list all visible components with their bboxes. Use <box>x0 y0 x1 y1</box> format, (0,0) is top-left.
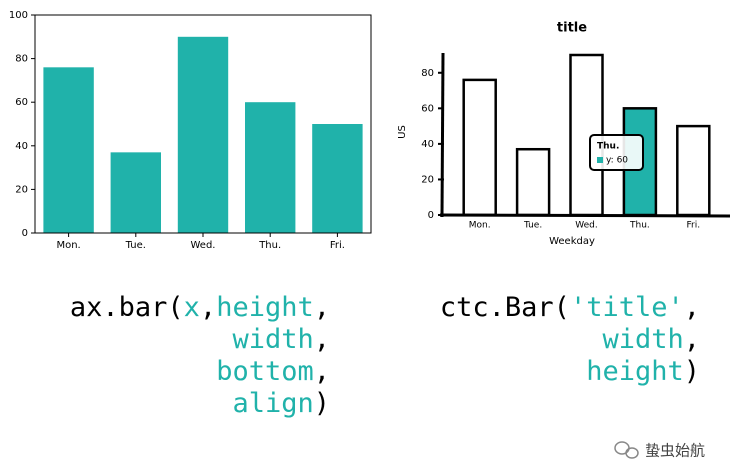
tooltip: Thu. y: 60 <box>589 134 644 171</box>
y-tick-label: 40 <box>421 139 434 150</box>
code-token: , <box>313 356 330 387</box>
code-token: ) <box>683 356 700 387</box>
x-axis <box>439 213 731 218</box>
code-token: , <box>199 292 217 323</box>
plot-frame <box>34 14 372 234</box>
code-right: ctc.Bar('title', width, height) <box>440 292 700 388</box>
x-tick-label: Fri. <box>330 240 345 251</box>
code-token: , <box>683 292 700 323</box>
code-token: width <box>602 324 684 355</box>
x-tick-label: Thu. <box>258 240 281 251</box>
y-tick-label: 0 <box>428 210 434 221</box>
code-line: align) <box>70 388 330 420</box>
bar <box>177 36 229 233</box>
y-tick-label: 0 <box>22 228 28 239</box>
code-left: ax.bar(x,height, width, bottom, align) <box>70 292 330 420</box>
code-token: height <box>586 356 684 387</box>
code-line: bottom, <box>70 356 330 388</box>
code-token: ax.bar( <box>69 292 184 323</box>
code-token: align <box>232 388 314 419</box>
y-tick-label: 20 <box>421 174 434 185</box>
code-token: , <box>313 292 330 323</box>
bar <box>245 102 296 233</box>
x-tick-label: Tue. <box>125 240 146 251</box>
watermark-icon <box>614 441 639 459</box>
x-tick-label: Mon. <box>469 221 491 231</box>
bar <box>110 152 161 233</box>
bar <box>43 67 94 233</box>
y-tick-label: 80 <box>15 54 28 65</box>
code-line: width, <box>440 324 700 356</box>
x-tick-label: Wed. <box>191 240 216 251</box>
y-axis-label: US <box>397 125 408 139</box>
x-axis-label: Weekday <box>549 236 595 247</box>
code-token: x <box>183 292 200 323</box>
watermark: 蛰虫始航 <box>645 442 705 460</box>
bar <box>515 147 551 217</box>
code-line: ax.bar(x,height, <box>70 292 330 324</box>
code-line: ctc.Bar('title', <box>440 292 700 324</box>
x-tick-label: Tue. <box>523 221 542 231</box>
code-token: 'title' <box>569 292 684 323</box>
x-tick-label: Wed. <box>575 221 597 231</box>
tooltip-title: Thu. <box>597 142 619 152</box>
y-tick-label: 60 <box>421 103 434 114</box>
x-tick-label: Thu. <box>629 221 650 231</box>
code-line: width, <box>70 324 330 356</box>
y-tick-label: 20 <box>15 184 28 195</box>
x-tick-label: Fri. <box>687 221 701 231</box>
y-axis <box>440 52 445 218</box>
code-token: , <box>683 324 700 355</box>
y-tick-label: 40 <box>15 141 28 152</box>
chart-title: title <box>557 21 587 36</box>
y-tick-label: 100 <box>9 10 28 21</box>
y-tick-label: 60 <box>15 97 28 108</box>
bar <box>462 78 497 217</box>
y-tick-label: 80 <box>421 68 434 79</box>
bar <box>676 124 711 217</box>
code-token: width <box>232 324 314 355</box>
bar <box>312 124 363 233</box>
code-token: bottom <box>216 356 314 387</box>
tooltip-swatch <box>597 157 603 163</box>
code-token: height <box>216 292 314 323</box>
tooltip-text: y: 60 <box>606 156 628 166</box>
code-token: , <box>313 324 330 355</box>
code-token: ) <box>313 388 330 419</box>
code-line: height) <box>440 356 700 388</box>
x-tick-label: Mon. <box>56 240 80 251</box>
code-token: ctc.Bar( <box>439 292 570 323</box>
tooltip-box <box>589 134 644 171</box>
